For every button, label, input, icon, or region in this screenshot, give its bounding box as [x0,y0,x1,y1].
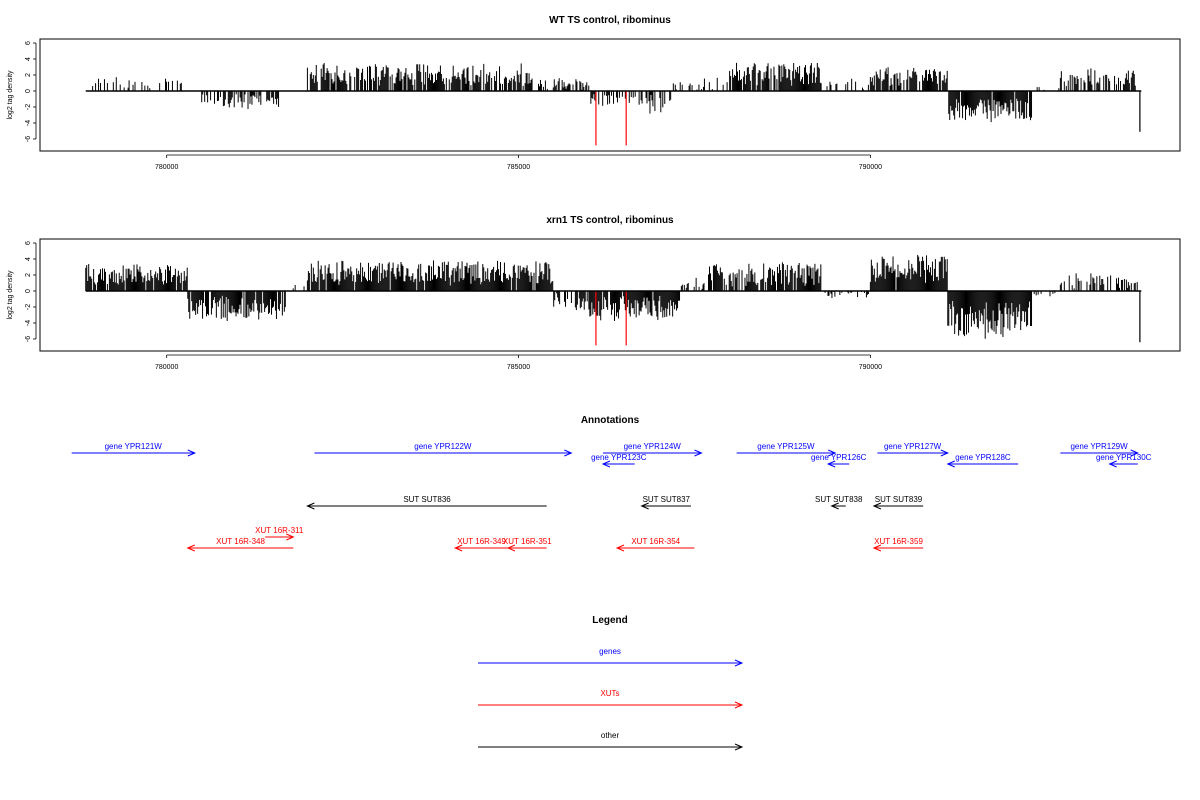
feature-label: XUT 16R-354 [631,537,680,546]
xrn1-plot-frame [39,238,1181,352]
legend-items-group: genes XUTs other [478,647,744,751]
wt-bars-group [92,62,1141,146]
feature-label: gene YPR129W [1070,442,1128,451]
y-tick-label: -6 [25,336,32,342]
feature-arrow-head [694,449,703,457]
feature-arrow-head [564,449,573,457]
feature-label: SUT SUT836 [403,495,451,504]
feature-label: XUT 16R-351 [503,537,552,546]
feature-arrow-head [506,544,516,552]
feature-arrow-head [453,544,463,552]
legend-item-label: XUTs [600,689,619,698]
feature-arrows-group: gene YPR121W gene YPR122W gene YPR123C gene… [71,442,1152,552]
x-tick-label: 780000 [155,364,178,371]
feature-label: SUT SUT839 [875,495,923,504]
feature-label: gene YPR122W [414,442,472,451]
feature-arrow-head [601,460,611,468]
x-tick-label: 790000 [859,164,882,171]
feature-label: XUT 16R-348 [216,537,265,546]
y-tick-label: -6 [25,136,32,142]
y-tick-label: -4 [25,120,32,126]
xrn1-bars-group [85,254,1141,346]
legend-arrow-head [734,659,744,667]
legend-arrow-head [734,743,744,751]
x-tick-label: 785000 [507,164,530,171]
feature-label: gene YPR127W [884,442,942,451]
legend-panel: Legend genes XUTs other [478,615,744,751]
feature-label: gene YPR124W [624,442,682,451]
y-tick-label: 2 [25,73,32,77]
wt-y-axis-label: log2 tag density [7,70,14,120]
feature-arrow-head [830,502,839,510]
xrn1-axes-group: -6 -4 -2 0 2 4 6 780000 785000 790000 [25,241,1142,371]
feature-arrow-head [306,502,315,510]
x-tick-label: 790000 [859,364,882,371]
y-tick-label: 0 [25,89,32,93]
legend-title: Legend [592,615,628,626]
x-tick-label: 785000 [507,364,530,371]
feature-label: gene YPR123C [591,453,647,462]
legend-arrow-head [734,701,744,709]
xrn1-density-panel: xrn1 TS control, ribominus log2 tag dens… [7,215,1181,371]
feature-arrow-head [1130,449,1140,457]
feature-label: SUT SUT838 [815,495,863,504]
xrn1-panel-title: xrn1 TS control, ribominus [546,215,674,226]
feature-label: XUT 16R-349 [457,537,506,546]
y-tick-label: -2 [25,104,32,110]
y-tick-label: -4 [25,320,32,326]
feature-arrow-head [187,449,197,457]
annotations-title: Annotations [581,415,640,426]
wt-axes-group: -6 -4 -2 0 2 4 6 780000 785000 790000 [25,41,1142,171]
feature-arrow-head [872,502,882,510]
feature-arrow-head [940,449,950,457]
wt-panel-title: WT TS control, ribominus [549,15,671,26]
feature-label: gene YPR126C [811,453,867,462]
y-tick-label: 4 [25,257,32,261]
feature-label: XUT 16R-359 [874,537,923,546]
feature-arrow-head [186,544,195,552]
feature-arrow-head [1108,460,1117,468]
feature-label: gene YPR125W [757,442,815,451]
feature-arrow-head [872,544,882,552]
feature-arrow-head [286,533,295,541]
y-tick-label: -2 [25,304,32,310]
feature-arrow-head [946,460,955,468]
wt-density-panel: WT TS control, ribominus log2 tag densit… [7,15,1181,171]
legend-item-label: genes [599,647,621,656]
feature-arrow-head [640,502,649,510]
feature-arrow-head [615,544,625,552]
feature-label: XUT 16R-311 [255,526,304,535]
feature-label: gene YPR121W [105,442,163,451]
y-tick-label: 6 [25,241,32,245]
y-tick-label: 2 [25,273,32,277]
x-tick-label: 780000 [155,164,178,171]
feature-label: gene YPR130C [1096,453,1152,462]
annotations-panel: Annotations gene YPR121W gene YPR122Wgene… [71,415,1152,552]
feature-arrow-head [826,460,836,468]
feature-arrow-head [827,449,837,457]
y-tick-label: 4 [25,57,32,61]
xrn1-y-axis-label: log2 tag density [7,270,14,320]
y-tick-label: 0 [25,289,32,293]
feature-label: SUT SUT837 [643,495,691,504]
y-tick-label: 6 [25,41,32,45]
legend-item-label: other [601,731,620,740]
wt-plot-frame [39,38,1181,152]
feature-label: gene YPR128C [955,453,1011,462]
